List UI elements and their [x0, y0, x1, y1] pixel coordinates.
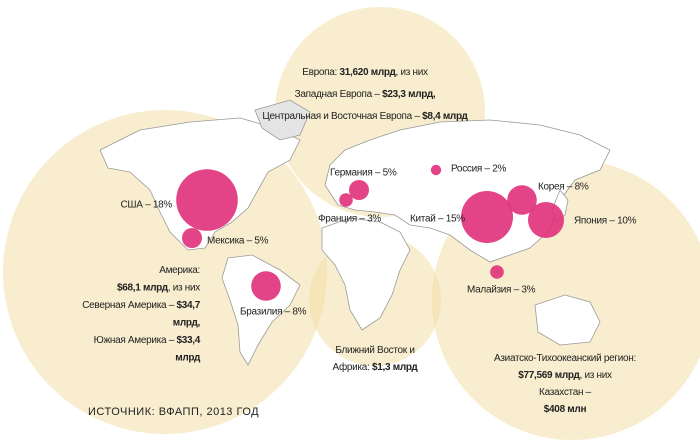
region-text: , из них [580, 370, 613, 381]
region-text-line: Южная Америка – $33,4 [94, 335, 201, 346]
region-text-line: Казахстан – [539, 387, 592, 398]
country-bubble [251, 271, 281, 301]
country-label: Россия – 2% [451, 164, 506, 175]
country-label: Мексика – 5% [207, 236, 269, 247]
amount: $8,4 млрд [422, 111, 468, 122]
country-bubble [430, 164, 442, 176]
region-text: Северная Америка – [82, 300, 176, 311]
region-text-line: Ближний Восток и [335, 345, 414, 356]
country-bubble [490, 265, 504, 279]
amount: млрд [175, 352, 201, 363]
region-text: Ближний Восток и [335, 345, 414, 356]
country-label: Япония – 10% [574, 216, 637, 227]
country-label: Бразилия – 8% [240, 307, 307, 318]
region-text: Азиатско-Тихоокеанский регион: [494, 353, 636, 364]
country-label: Франция – 3% [318, 214, 381, 225]
south-america [221, 254, 301, 366]
country-bubble [339, 193, 353, 207]
amount: млрд, [173, 317, 201, 328]
region-text: Европа: [302, 67, 339, 78]
africa [321, 217, 411, 331]
amount: $408 млн [544, 404, 587, 415]
region-text-line: $408 млн [544, 404, 587, 415]
region-text-line: Америка: [159, 265, 200, 276]
country-bubble [182, 228, 202, 248]
region-text: Центральная и Восточная Европа – [262, 111, 422, 122]
country-bubble [176, 169, 238, 231]
country-label: Китай – 15% [410, 214, 465, 225]
amount: $1,3 млрд [372, 362, 418, 373]
markers: США – 18% Мексика – 5% Бразилия – 8% Герман… [121, 164, 637, 318]
greenland [254, 99, 311, 141]
region-text-line: Европа: 31,620 млрд, из них [302, 67, 428, 78]
region-text-line: $77,569 млрд, из них [518, 370, 612, 381]
region-text: Америка: [159, 265, 200, 276]
country-label: Германия – 5% [330, 168, 397, 179]
country-bubble [528, 202, 564, 238]
region-text-line: Азиатско-Тихоокеанский регион: [494, 353, 636, 364]
region-text-line: Африка: $1,3 млрд [333, 361, 419, 373]
amount: $23,3 млрд, [382, 89, 436, 100]
amount: $77,569 млрд [518, 370, 580, 381]
country-bubble [507, 185, 537, 215]
region-text: , из них [396, 67, 429, 78]
amount: $33,4 [176, 335, 200, 346]
region-text-line: Центральная и Восточная Европа – $8,4 мл… [262, 111, 468, 122]
amount: $68,1 млрд [117, 282, 169, 293]
region-text-line: Северная Америка – $34,7 [82, 300, 200, 311]
region-text: Казахстан – [539, 387, 592, 398]
country-label: США – 18% [121, 200, 173, 211]
region-text-line: $68,1 млрд, из них [117, 282, 200, 293]
amount: $34,7 [176, 300, 200, 311]
region-text: , из них [168, 282, 201, 293]
country-bubble [461, 191, 513, 243]
region-text-line: Западная Европа – $23,3 млрд, [295, 89, 436, 100]
region-text-line: млрд, [173, 317, 201, 328]
region-text: Западная Европа – [295, 89, 383, 100]
country-label: Малайзия – 3% [467, 285, 536, 296]
region-text-line: млрд [175, 352, 201, 363]
amount: 31,620 млрд [340, 67, 397, 78]
source: ИСТОЧНИК: ВФАПП, 2013 ГОД [88, 406, 259, 418]
australia [534, 294, 601, 346]
region-text: Африка: [333, 361, 372, 373]
country-label: Корея – 8% [538, 182, 589, 193]
region-text: Южная Америка – [94, 335, 177, 346]
country-bubble [349, 180, 369, 200]
